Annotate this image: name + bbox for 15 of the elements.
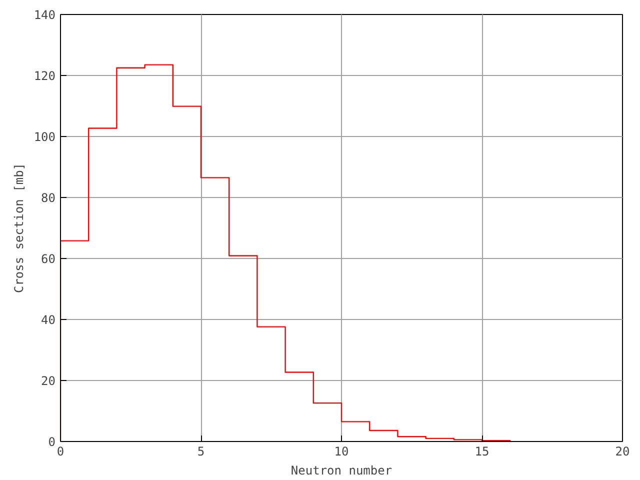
- y-tick-label: 60: [41, 252, 56, 266]
- y-axis-title: Cross section [mb]: [12, 162, 26, 294]
- x-tick-label: 15: [474, 444, 490, 458]
- y-tick-label: 100: [34, 130, 56, 144]
- y-tick-label: 80: [41, 191, 56, 205]
- y-tick-label: 0: [48, 435, 56, 449]
- y-tick-label: 140: [34, 8, 56, 22]
- x-tick-label: 0: [56, 444, 64, 458]
- x-axis-title: Neutron number: [290, 464, 392, 478]
- y-tick-label: 40: [41, 313, 56, 327]
- y-tick-label: 120: [34, 69, 56, 83]
- y-tick-label: 20: [41, 374, 56, 388]
- x-tick-label: 10: [334, 444, 349, 458]
- x-tick-label: 20: [615, 444, 630, 458]
- x-tick-label: 5: [197, 444, 205, 458]
